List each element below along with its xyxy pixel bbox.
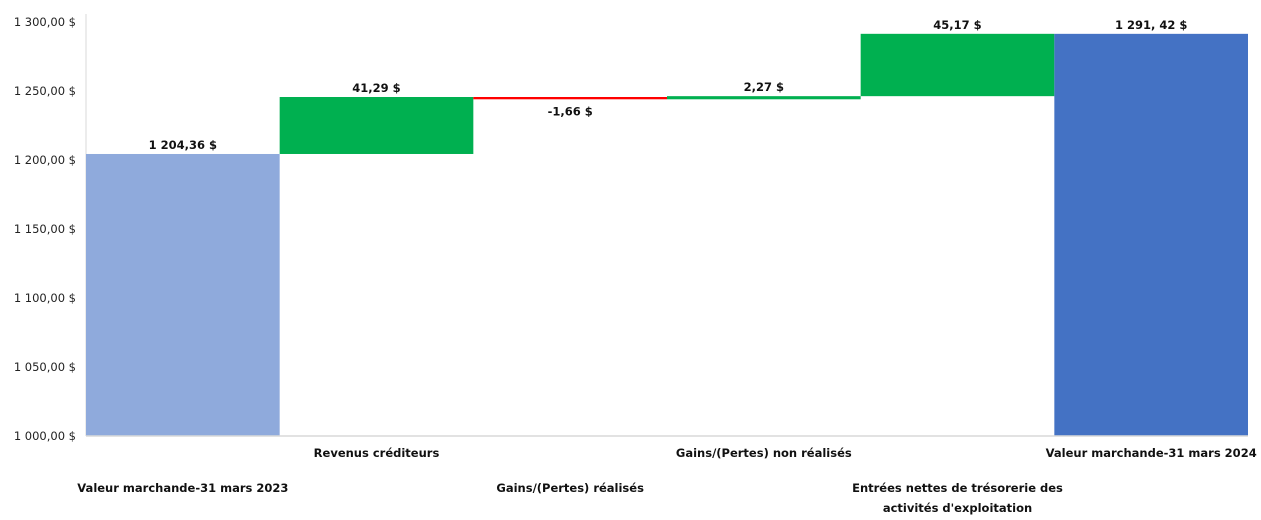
y-tick-label: 1 150,00 $ [14,222,76,236]
category-label-1: Valeur marchande-31 mars 2023 [77,481,288,495]
data-label-5: 45,17 $ [933,18,981,32]
data-label-3: -1,66 $ [548,104,593,118]
y-tick-label: 1 300,00 $ [14,15,76,29]
y-tick-label: 1 200,00 $ [14,153,76,167]
category-label-3: Gains/(Pertes) réalisés [496,481,644,495]
bar-5 [860,33,1055,97]
category-label-5: Entrées nettes de trésorerie des activité… [852,481,1063,515]
category-label-4: Gains/(Pertes) non réalisés [676,446,852,460]
category-label-6: Valeur marchande-31 mars 2024 [1046,446,1257,460]
bar-4 [667,96,861,100]
y-tick-label: 1 100,00 $ [14,291,76,305]
category-label-2: Revenus créditeurs [314,446,440,460]
bar-6 [1054,33,1248,437]
y-tick-label: 1 050,00 $ [14,360,76,374]
y-tick-label: 1 000,00 $ [14,429,76,443]
data-label-6: 1 291, 42 $ [1115,18,1187,32]
bar-2 [279,97,474,154]
bar-1 [86,153,280,436]
data-label-4: 2,27 $ [744,80,784,94]
data-label-1: 1 204,36 $ [149,138,217,152]
bar-3 [473,97,667,100]
y-tick-label: 1 250,00 $ [14,84,76,98]
data-label-2: 41,29 $ [352,81,400,95]
